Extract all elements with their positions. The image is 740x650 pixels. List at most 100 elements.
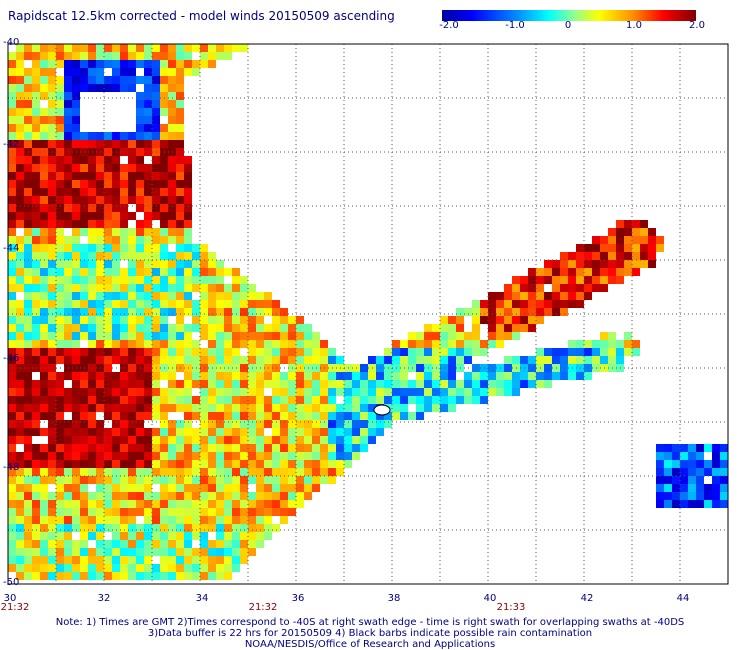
wind-difference-cell [96, 476, 104, 484]
wind-difference-cell [64, 516, 72, 524]
wind-difference-cell [336, 436, 344, 444]
wind-difference-cell [160, 92, 168, 100]
wind-difference-cell [64, 252, 72, 260]
wind-difference-cell [584, 260, 592, 268]
wind-difference-cell [40, 524, 48, 532]
wind-difference-cell [136, 428, 144, 436]
wind-difference-cell [136, 420, 144, 428]
wind-difference-cell [8, 220, 16, 228]
wind-difference-cell [616, 228, 624, 236]
wind-difference-cell [96, 300, 104, 308]
wind-difference-cell [104, 132, 112, 140]
wind-difference-cell [144, 236, 152, 244]
wind-difference-cell [48, 236, 56, 244]
wind-difference-cell [136, 276, 144, 284]
wind-difference-cell [176, 524, 184, 532]
wind-difference-cell [144, 172, 152, 180]
wind-difference-cell [48, 460, 56, 468]
wind-difference-cell [312, 436, 320, 444]
wind-difference-cell [16, 524, 24, 532]
wind-difference-cell [176, 92, 184, 100]
wind-difference-cell [600, 236, 608, 244]
wind-difference-cell [424, 372, 432, 380]
wind-difference-cell [640, 220, 648, 228]
wind-difference-cell [192, 340, 200, 348]
wind-difference-cell [648, 236, 656, 244]
wind-difference-cell [136, 340, 144, 348]
lon-label: 36 [291, 593, 305, 604]
wind-difference-cell [64, 484, 72, 492]
wind-difference-cell [80, 260, 88, 268]
wind-difference-cell [112, 268, 120, 276]
wind-difference-cell [88, 156, 96, 164]
wind-difference-cell [224, 388, 232, 396]
wind-difference-cell [176, 380, 184, 388]
wind-difference-cell [24, 236, 32, 244]
map-frame [7, 43, 729, 585]
wind-difference-cell [560, 348, 568, 356]
wind-difference-cell [296, 340, 304, 348]
wind-difference-cell [216, 444, 224, 452]
wind-difference-cell [152, 372, 160, 380]
wind-difference-cell [472, 396, 480, 404]
wind-difference-cell [128, 76, 136, 84]
wind-difference-cell [40, 396, 48, 404]
wind-difference-cell [88, 412, 96, 420]
wind-difference-cell [432, 340, 440, 348]
wind-difference-cell [472, 372, 480, 380]
wind-difference-cell [96, 68, 104, 76]
wind-difference-cell [696, 460, 704, 468]
wind-difference-cell [512, 324, 520, 332]
wind-difference-cell [88, 380, 96, 388]
wind-difference-cell [96, 76, 104, 84]
wind-difference-cell [176, 460, 184, 468]
wind-difference-cell [72, 220, 80, 228]
wind-difference-cell [144, 356, 152, 364]
wind-difference-cell [128, 548, 136, 556]
wind-difference-cell [176, 548, 184, 556]
wind-difference-cell [128, 524, 136, 532]
wind-difference-cell [112, 540, 120, 548]
wind-difference-cell [320, 436, 328, 444]
wind-difference-cell [456, 388, 464, 396]
wind-difference-cell [16, 276, 24, 284]
wind-difference-cell [176, 60, 184, 68]
wind-difference-cell [48, 412, 56, 420]
wind-difference-cell [256, 412, 264, 420]
wind-difference-cell [120, 292, 128, 300]
wind-difference-cell [72, 108, 80, 116]
wind-difference-cell [16, 316, 24, 324]
wind-difference-cell [48, 164, 56, 172]
wind-difference-cell [456, 396, 464, 404]
wind-difference-cell [72, 276, 80, 284]
wind-difference-cell [248, 516, 256, 524]
wind-difference-cell [32, 508, 40, 516]
wind-difference-cell [456, 356, 464, 364]
wind-difference-cell [680, 468, 688, 476]
wind-difference-cell [424, 396, 432, 404]
wind-difference-cell [64, 92, 72, 100]
wind-difference-cell [240, 452, 248, 460]
wind-difference-cell [112, 524, 120, 532]
wind-difference-cell [40, 460, 48, 468]
wind-difference-cell [72, 188, 80, 196]
wind-difference-cell [168, 108, 176, 116]
wind-difference-cell [24, 436, 32, 444]
wind-difference-cell [80, 44, 88, 52]
wind-difference-cell [384, 388, 392, 396]
wind-difference-cell [168, 348, 176, 356]
wind-difference-cell [104, 556, 112, 564]
wind-difference-cell [192, 404, 200, 412]
wind-difference-cell [176, 220, 184, 228]
wind-difference-cell [488, 308, 496, 316]
wind-difference-cell [16, 476, 24, 484]
wind-difference-cell [320, 348, 328, 356]
wind-difference-cell [504, 308, 512, 316]
wind-difference-cell [168, 484, 176, 492]
wind-difference-cell [368, 396, 376, 404]
wind-difference-cell [16, 300, 24, 308]
wind-difference-cell [48, 68, 56, 76]
wind-difference-cell [688, 444, 696, 452]
wind-difference-cell [264, 500, 272, 508]
wind-difference-cell [8, 468, 16, 476]
